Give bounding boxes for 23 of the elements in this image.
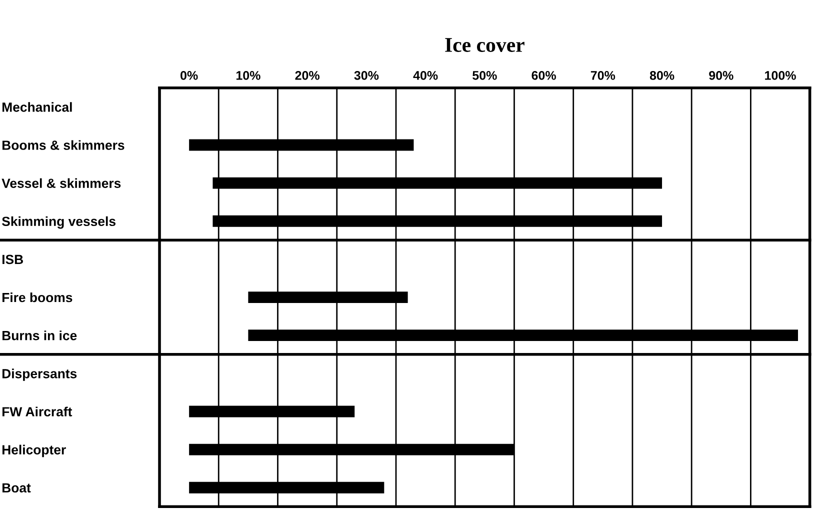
x-tick-label: 40% [413,71,438,80]
y-tick-label: Dispersants [2,368,77,381]
y-tick-label: Skimming vessels [2,216,116,229]
chart-title: Ice cover [445,38,524,52]
y-tick-label: Vessel & skimmers [2,178,121,188]
y-tick-label: Burns in ice [2,330,77,340]
x-tick-label: 30% [354,71,379,80]
x-tick-label: 100% [765,71,796,80]
x-tick-label: 80% [650,71,674,80]
x-tick-label: 90% [709,71,734,80]
x-tick-label: 20% [295,71,320,80]
y-tick-label: ISB [2,254,23,264]
x-tick-label: 50% [472,71,497,80]
x-tick-label: 70% [590,71,616,80]
y-tick-label: Booms & skimmers [2,140,124,150]
y-tick-label: Helicopter [2,444,66,458]
x-tick-label: 60% [532,71,556,80]
x-tick-label: 10% [236,71,260,80]
x-tick-label: 0% [180,71,198,80]
y-tick-label: Boat [2,483,31,493]
y-tick-label: FW Aircraft [2,406,72,416]
y-tick-label: Fire booms [2,292,72,302]
y-tick-label: Mechanical [2,102,72,112]
